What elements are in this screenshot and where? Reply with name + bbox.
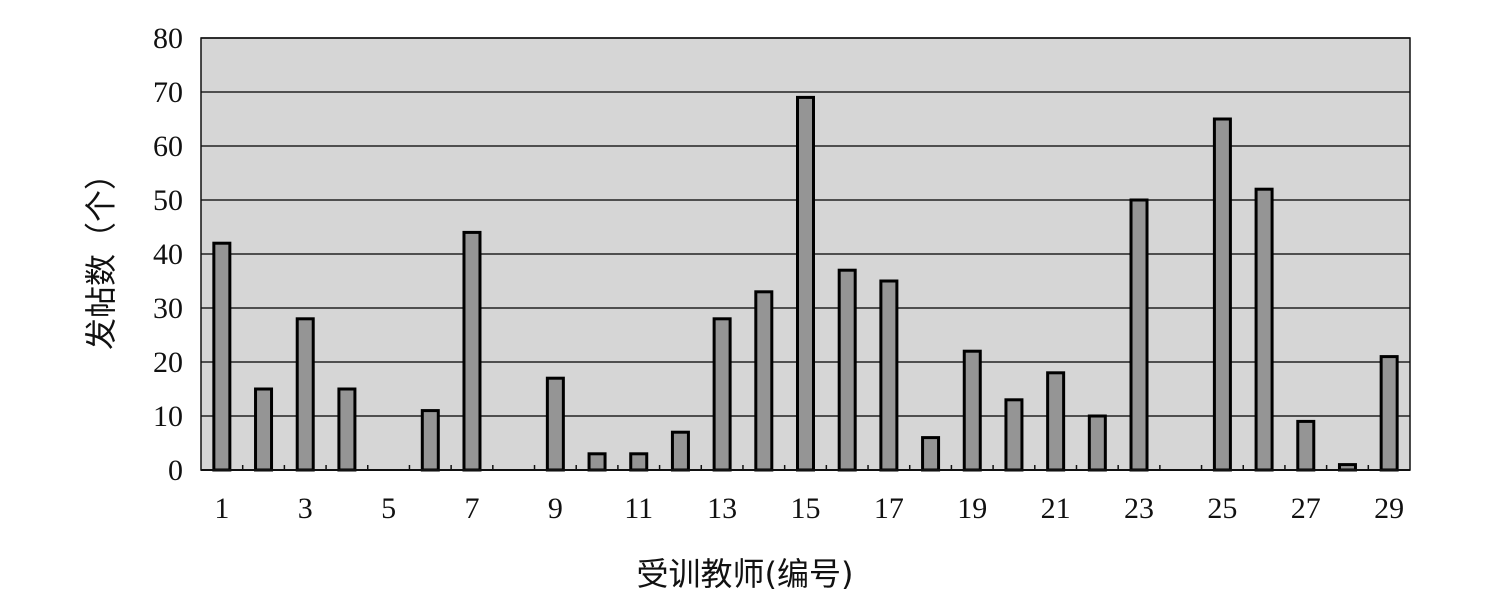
- bar-23: [1129, 198, 1149, 472]
- bar-7: [462, 230, 482, 472]
- x-tick-label: 5: [381, 492, 396, 525]
- y-tick-labels: 0 10 20 30 40 50 60 70 80: [153, 22, 183, 487]
- bar-26: [1254, 187, 1274, 472]
- x-tick-label: 13: [707, 492, 737, 525]
- x-tick-label: 1: [214, 492, 229, 525]
- bar-12: [670, 430, 690, 472]
- bar-22: [1087, 414, 1107, 472]
- x-tick-label: 15: [791, 492, 821, 525]
- x-tick-label: 19: [957, 492, 987, 525]
- x-axis-title: 受训教师(编号): [637, 555, 854, 593]
- x-tick-label: 3: [298, 492, 313, 525]
- x-tick-label: 25: [1207, 492, 1237, 525]
- y-tick-label: 60: [153, 130, 183, 163]
- bar-16: [837, 268, 857, 472]
- bar-14: [754, 290, 774, 472]
- bar-27: [1296, 419, 1316, 472]
- bar-13: [712, 317, 732, 472]
- y-tick-label: 0: [168, 454, 183, 487]
- x-tick-label: 23: [1124, 492, 1154, 525]
- x-tick-label: 27: [1291, 492, 1321, 525]
- x-tick-label: 7: [464, 492, 479, 525]
- bar-25: [1212, 117, 1232, 472]
- bar-9: [545, 376, 565, 472]
- bar-4: [337, 387, 357, 472]
- x-tick-label: 9: [548, 492, 563, 525]
- bar-2: [254, 387, 274, 472]
- bar-17: [879, 279, 899, 472]
- bar-1: [212, 241, 232, 472]
- y-tick-label: 50: [153, 184, 183, 217]
- y-tick-label: 20: [153, 346, 183, 379]
- x-tick-labels: 1 3 5 7 9 11 13 15 17 19 21 23 25 27 29: [214, 492, 1404, 525]
- x-tick-label: 17: [874, 492, 904, 525]
- y-tick-label: 10: [153, 400, 183, 433]
- bar-15: [796, 95, 815, 472]
- x-tick-label: 21: [1041, 492, 1071, 525]
- bar-11: [629, 452, 649, 472]
- axes: [200, 37, 1411, 471]
- bar-20: [1004, 398, 1024, 472]
- bar-10: [587, 452, 607, 472]
- y-tick-label: 40: [153, 238, 183, 271]
- bar-18: [921, 436, 941, 472]
- y-tick-label: 30: [153, 292, 183, 325]
- y-tick-label: 70: [153, 76, 183, 109]
- x-tick-label: 11: [624, 492, 653, 525]
- x-tick-label: 29: [1374, 492, 1404, 525]
- bar-21: [1046, 371, 1066, 472]
- bar-29: [1379, 355, 1399, 472]
- bar-3: [295, 317, 315, 472]
- y-axis-title: 发帖数（个）: [82, 158, 120, 350]
- bar-19: [962, 349, 982, 472]
- bar-6: [420, 409, 440, 472]
- y-tick-label: 80: [153, 22, 183, 55]
